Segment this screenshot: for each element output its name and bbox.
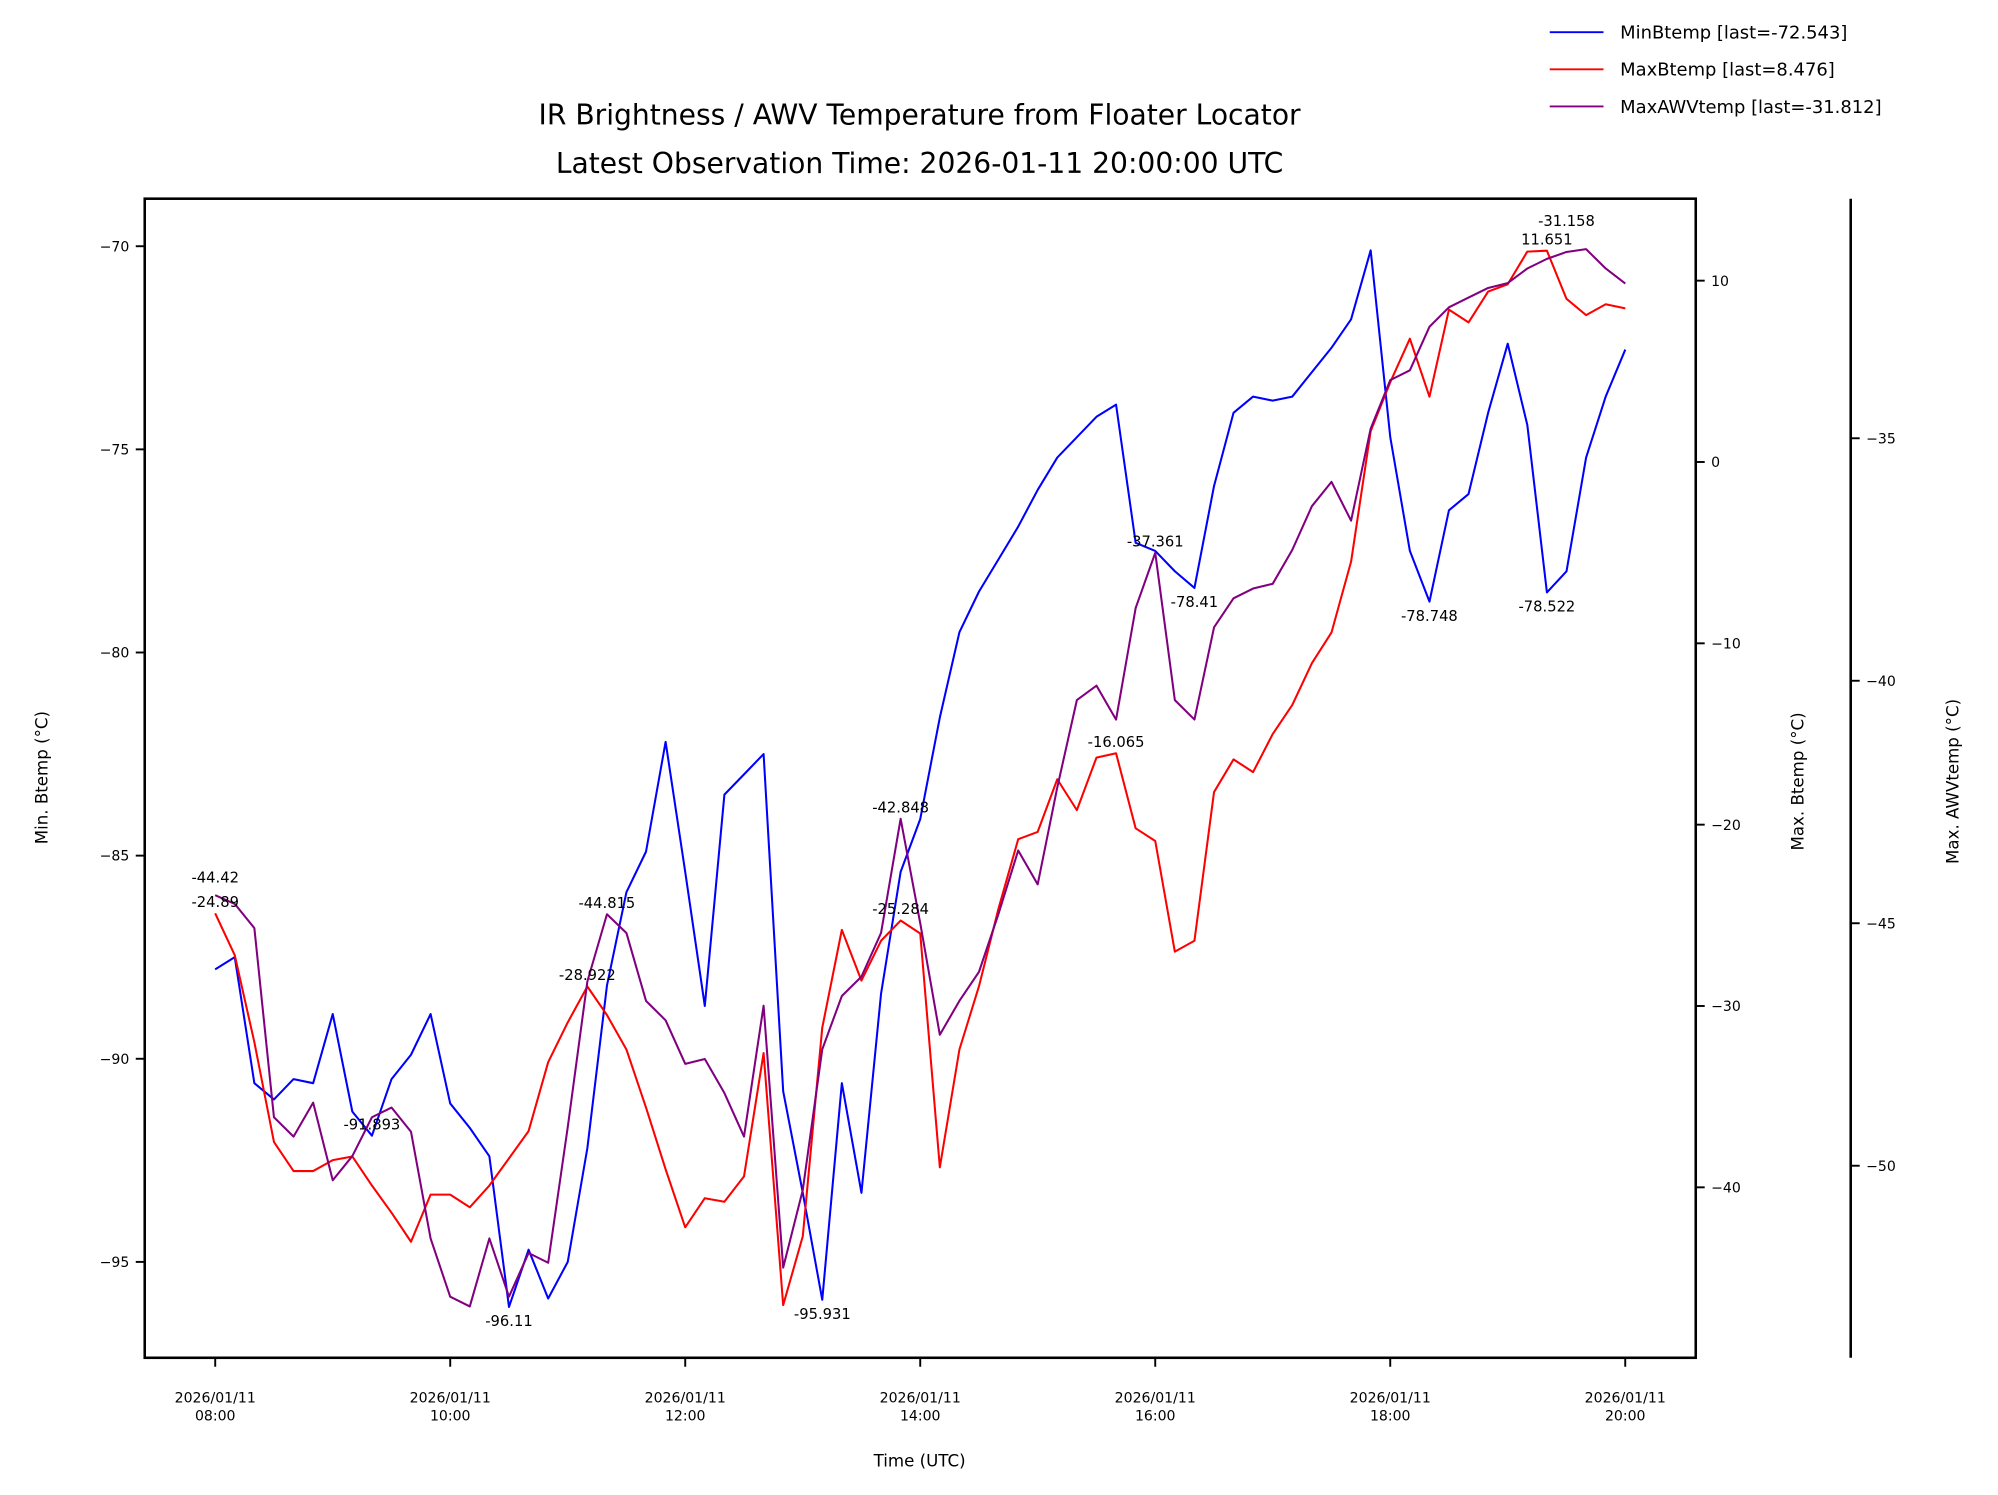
- axes: 2026/01/11 08:00 2026/01/11 10:00 2026/01/11…: [100, 239, 1896, 1424]
- data-label: -37.361: [1127, 533, 1184, 550]
- y-tick-label-max: 0: [1711, 455, 1720, 471]
- x-tick-label-date: 2026/01/11: [1585, 1391, 1666, 1407]
- x-tick-label-time: 08:00: [195, 1409, 236, 1425]
- x-tick-label-date: 2026/01/11: [1350, 1391, 1431, 1407]
- data-label: -78.41: [1171, 594, 1218, 611]
- x-tick-label-time: 20:00: [1605, 1409, 1646, 1425]
- y-axis-label-max: Max. Btemp (°C): [1788, 712, 1807, 850]
- y-tick-label-awv: −40: [1866, 674, 1896, 690]
- data-label: -42.848: [872, 799, 929, 816]
- y-tick-label-min: −90: [100, 1052, 130, 1068]
- x-tick-label-date: 2026/01/11: [410, 1391, 491, 1407]
- y-tick-label-max: −40: [1711, 1180, 1741, 1196]
- y-tick-label-awv: −45: [1866, 916, 1896, 932]
- data-label: -91.893: [343, 1116, 400, 1133]
- series-line-maxbtemp: [214, 249, 1626, 1307]
- legend-label-maxbtemp: MaxBtemp [last=8.476]: [1620, 60, 1835, 81]
- legend-label-maxawvtemp: MaxAWVtemp [last=-31.812]: [1620, 97, 1881, 118]
- x-tick-label-time: 18:00: [1370, 1409, 1411, 1425]
- series-layer: [214, 248, 1627, 1308]
- chart-subtitle: Latest Observation Time: 2026-01-11 20:0…: [556, 147, 1284, 180]
- y-tick-label-max: −20: [1711, 818, 1741, 834]
- data-label: -28.922: [559, 967, 616, 984]
- y-tick-label-awv: −35: [1866, 431, 1896, 447]
- y-tick-label-max: 10: [1711, 274, 1729, 290]
- data-label: -78.748: [1401, 608, 1458, 625]
- data-label: -16.065: [1088, 734, 1145, 751]
- y-tick-label-min: −95: [100, 1255, 130, 1271]
- x-tick-label-time: 12:00: [665, 1409, 706, 1425]
- data-label: -31.158: [1538, 213, 1595, 230]
- data-label: -44.42: [192, 869, 239, 886]
- x-tick-label-date: 2026/01/11: [1115, 1391, 1196, 1407]
- legend-label-minbtemp: MinBtemp [last=-72.543]: [1620, 23, 1847, 44]
- x-tick-label-date: 2026/01/11: [175, 1391, 256, 1407]
- legend: MinBtemp [last=-72.543] MaxBtemp [last=8…: [1549, 23, 1882, 118]
- y-tick-label-awv: −50: [1866, 1159, 1896, 1175]
- y-tick-label-min: −80: [100, 646, 130, 662]
- x-tick-label-time: 14:00: [900, 1409, 941, 1425]
- x-tick-label-date: 2026/01/11: [645, 1391, 726, 1407]
- series-line-maxawvtemp: [214, 248, 1626, 1308]
- data-label: -44.815: [578, 895, 635, 912]
- data-label: -25.284: [872, 901, 929, 918]
- y-axis-label-awv: Max. AWVtemp (°C): [1943, 699, 1962, 864]
- chart-title: IR Brightness / AWV Temperature from Flo…: [539, 98, 1302, 131]
- data-label: -96.11: [485, 1313, 532, 1330]
- data-label: -24.89: [192, 894, 239, 911]
- x-axis-label: Time (UTC): [873, 1452, 966, 1471]
- plot-frame: [143, 197, 1698, 1360]
- y-tick-label-max: −30: [1711, 999, 1741, 1015]
- data-label: -95.931: [794, 1306, 851, 1323]
- y-tick-label-max: −10: [1711, 636, 1741, 652]
- annotations: -44.42 -24.89 -91.893 -96.11 -44.815 -28.922 -…: [192, 213, 1595, 1330]
- x-tick-label-date: 2026/01/11: [880, 1391, 961, 1407]
- x-tick-label-time: 10:00: [430, 1409, 471, 1425]
- y-tick-label-min: −85: [100, 849, 130, 865]
- y-axis-label-min: Min. Btemp (°C): [32, 711, 51, 844]
- x-tick-label-time: 16:00: [1135, 1409, 1176, 1425]
- data-label: -78.522: [1518, 599, 1575, 616]
- series-line-minbtemp: [214, 249, 1627, 1308]
- y-tick-label-min: −70: [100, 239, 130, 255]
- y-tick-label-min: −75: [100, 442, 130, 458]
- data-label: 11.651: [1521, 231, 1573, 248]
